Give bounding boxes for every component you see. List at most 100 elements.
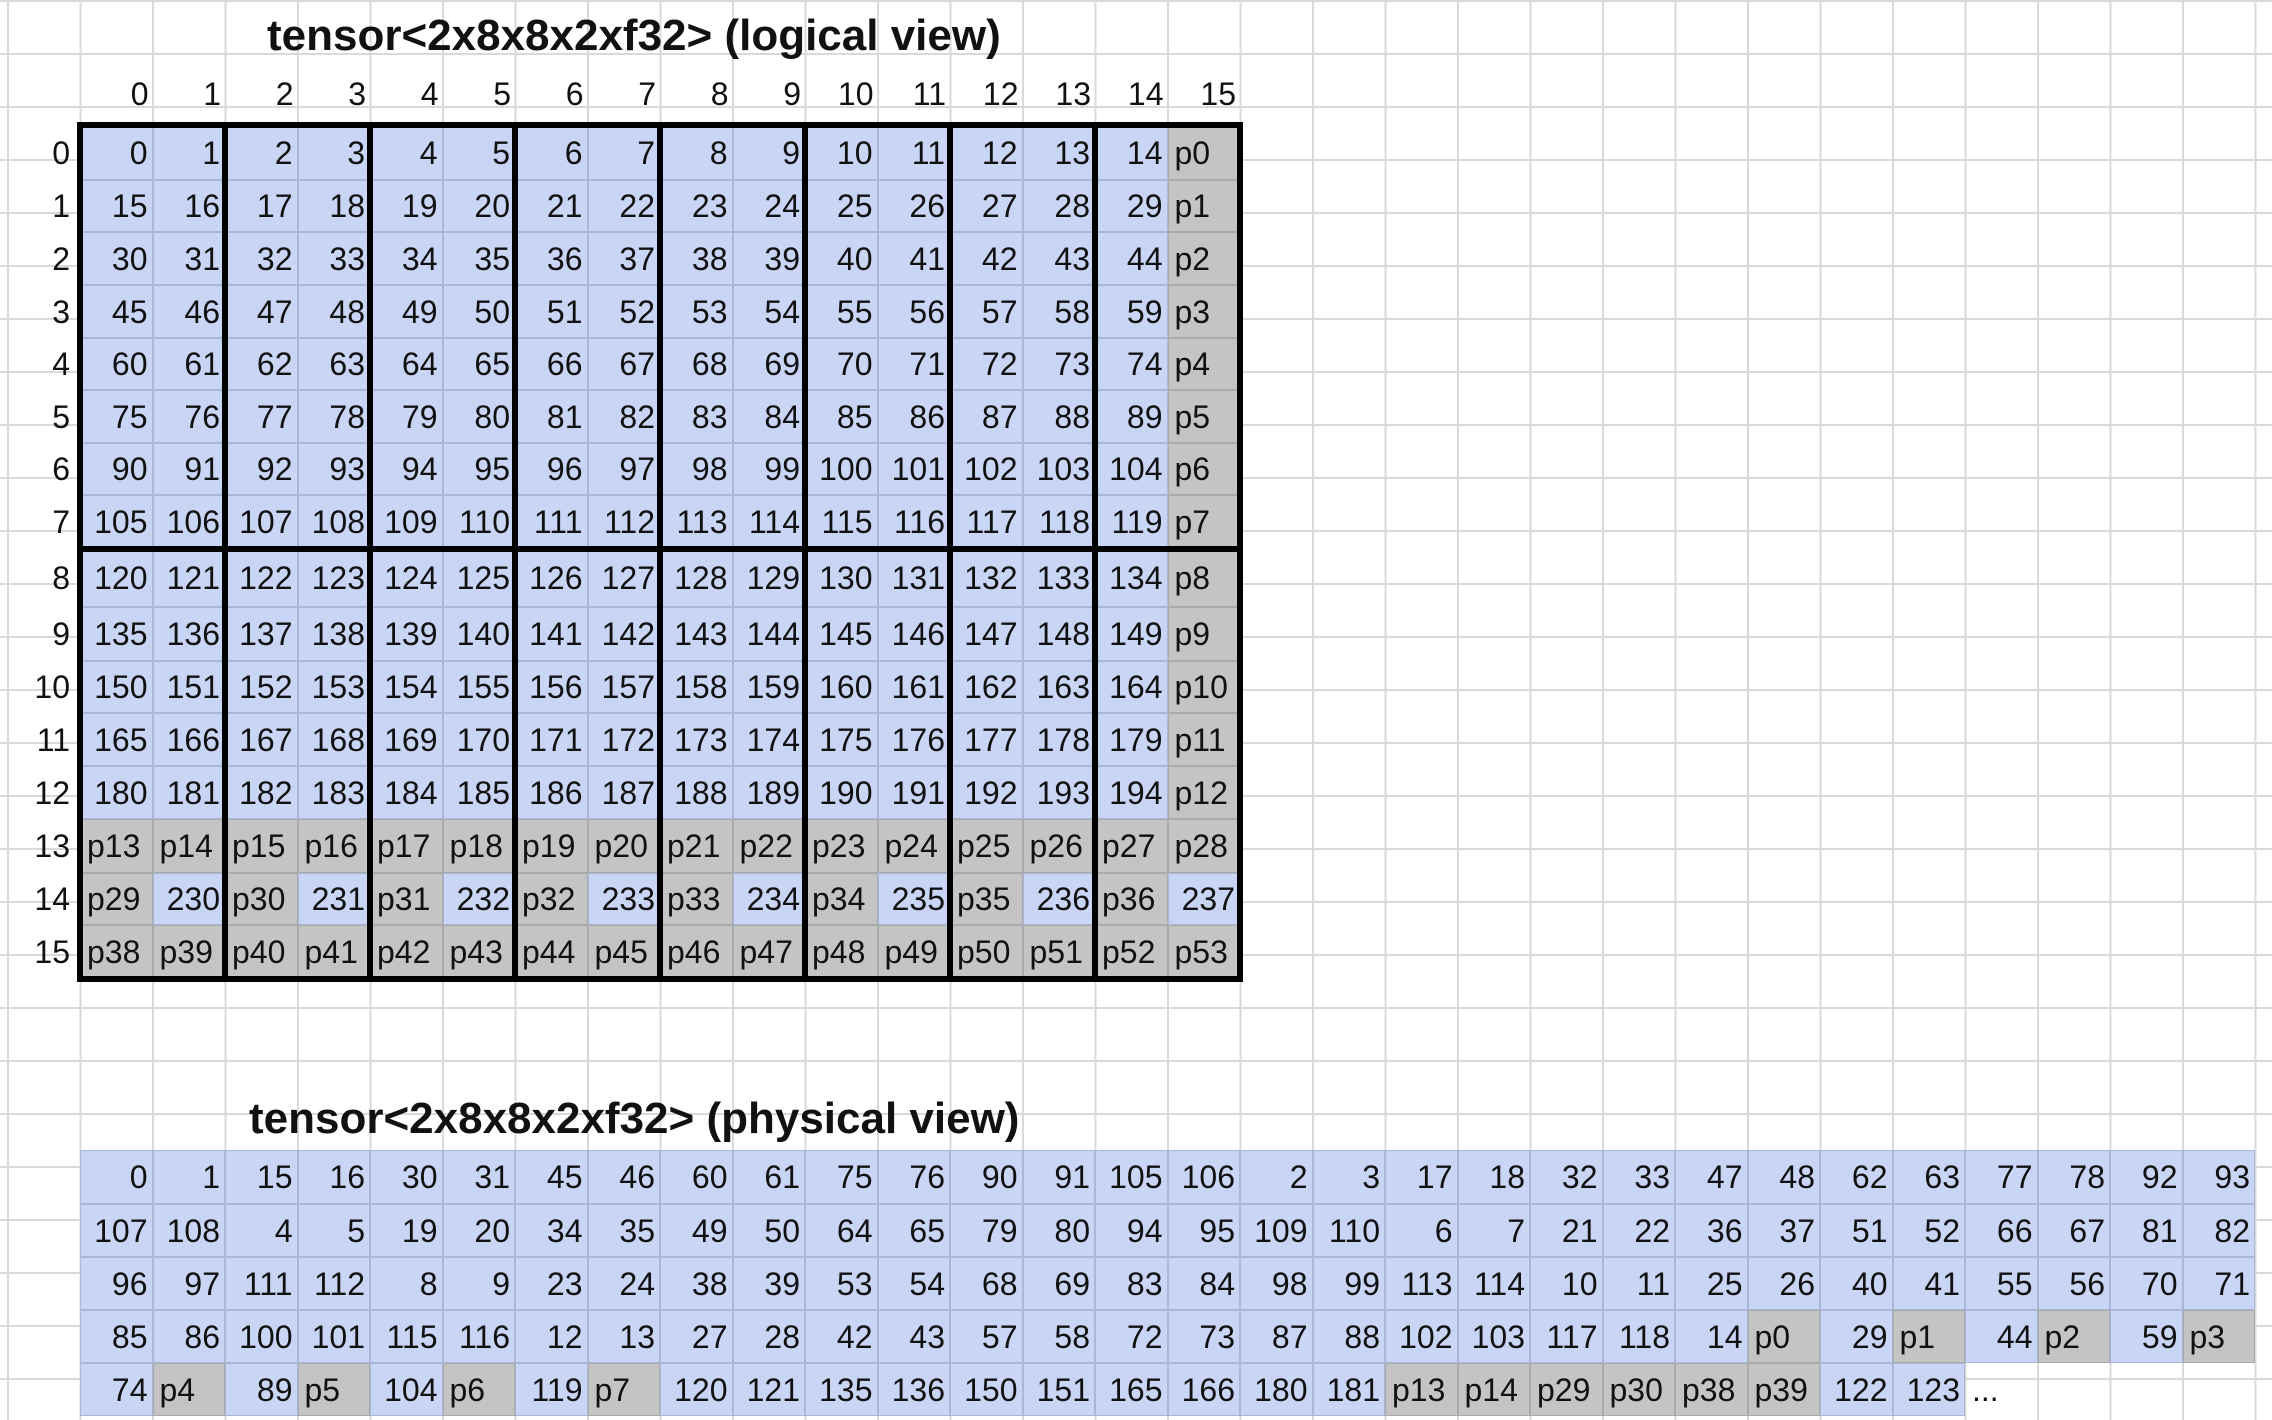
logical-cell: 194: [1095, 766, 1168, 819]
physical-cell: 21: [1530, 1204, 1603, 1257]
physical-cell: p30: [1602, 1363, 1675, 1416]
logical-cell: 66: [515, 338, 588, 390]
column-header: 15: [1200, 76, 1236, 112]
logical-cell: 77: [225, 390, 298, 443]
tile-border-horizontal: [77, 122, 1243, 128]
logical-cell: 53: [660, 285, 733, 338]
physical-cell: 83: [1095, 1257, 1168, 1310]
logical-cell: p33: [660, 873, 733, 925]
logical-cell: 123: [297, 549, 370, 607]
logical-cell: 128: [660, 549, 733, 607]
logical-cell: 152: [225, 661, 298, 713]
physical-cell: 41: [1892, 1257, 1965, 1310]
logical-cell: 113: [660, 495, 733, 549]
column-header: 8: [710, 76, 729, 112]
physical-cell: 57: [950, 1310, 1023, 1363]
physical-cell: 104: [370, 1363, 443, 1416]
logical-cell: 88: [1022, 390, 1095, 443]
logical-cell: 121: [152, 549, 225, 607]
physical-cell: 110: [1312, 1204, 1385, 1257]
logical-cell: 48: [297, 285, 370, 338]
physical-cell: 7: [1457, 1204, 1530, 1257]
logical-cell: 36: [515, 232, 588, 285]
logical-cell: 189: [732, 766, 805, 819]
logical-cell: 129: [732, 549, 805, 607]
physical-cell: 12: [515, 1310, 588, 1363]
logical-cell: p48: [805, 925, 878, 979]
logical-cell: 75: [80, 390, 153, 443]
logical-cell: 19: [370, 180, 443, 232]
logical-cell: 145: [805, 607, 878, 661]
row-header: 8: [52, 560, 70, 596]
column-header: 13: [1055, 76, 1091, 112]
tile-border-vertical: [222, 122, 228, 982]
logical-cell: p38: [80, 925, 153, 979]
logical-cell: p51: [1022, 925, 1095, 979]
logical-cell: 179: [1095, 713, 1168, 766]
logical-cell: 115: [805, 495, 878, 549]
logical-cell: 232: [442, 873, 515, 925]
logical-cell: 100: [805, 443, 878, 495]
column-header: 11: [912, 76, 946, 112]
physical-cell: 45: [515, 1150, 588, 1204]
logical-cell: p7: [1167, 495, 1240, 549]
logical-cell: p1: [1167, 180, 1240, 232]
row-header: 2: [52, 240, 70, 277]
physical-cell: 102: [1385, 1310, 1458, 1363]
row-header: 9: [52, 616, 70, 652]
physical-cell: 30: [370, 1150, 443, 1204]
physical-cell: 52: [1892, 1204, 1965, 1257]
physical-cell: 5: [297, 1204, 370, 1257]
logical-cell: p0: [1167, 125, 1240, 180]
logical-cell: 14: [1095, 125, 1168, 180]
logical-cell: 184: [370, 766, 443, 819]
logical-cell: p14: [152, 819, 225, 873]
logical-cell: 24: [732, 180, 805, 232]
logical-cell: 236: [1022, 873, 1095, 925]
physical-cell: 2: [1240, 1150, 1313, 1204]
physical-cell: 68: [950, 1257, 1023, 1310]
logical-cell: 72: [950, 338, 1023, 390]
physical-cell: 54: [877, 1257, 950, 1310]
logical-cell: 67: [587, 338, 660, 390]
physical-cell: 39: [732, 1257, 805, 1310]
logical-cell: 86: [877, 390, 950, 443]
logical-cell: 134: [1095, 549, 1168, 607]
physical-cell: 180: [1240, 1363, 1313, 1416]
logical-cell: 57: [950, 285, 1023, 338]
physical-cell: 136: [877, 1363, 950, 1416]
logical-cell: 174: [732, 713, 805, 766]
physical-cell: 86: [152, 1310, 225, 1363]
logical-cell: 27: [950, 180, 1023, 232]
logical-cell: 118: [1022, 495, 1095, 549]
logical-cell: 90: [80, 443, 153, 495]
logical-cell: 25: [805, 180, 878, 232]
logical-cell: p9: [1167, 607, 1240, 661]
logical-cell: p24: [877, 819, 950, 873]
physical-cell: 48: [1747, 1150, 1820, 1204]
row-header: 13: [34, 828, 70, 864]
physical-cell: 117: [1530, 1310, 1603, 1363]
logical-cell: 79: [370, 390, 443, 443]
physical-cell: 24: [587, 1257, 660, 1310]
physical-cell: 47: [1675, 1150, 1748, 1204]
physical-cell: p4: [152, 1363, 225, 1416]
logical-view-title: tensor<2x8x8x2xf32> (logical view): [267, 11, 1001, 60]
logical-cell: p12: [1167, 766, 1240, 819]
physical-cell: 58: [1022, 1310, 1095, 1363]
physical-cell: 96: [80, 1257, 153, 1310]
logical-cell: 160: [805, 661, 878, 713]
physical-cell: 9: [442, 1257, 515, 1310]
tile-border-vertical: [367, 122, 373, 982]
logical-cell: 142: [587, 607, 660, 661]
physical-cell: 151: [1022, 1363, 1095, 1416]
row-header: 4: [52, 346, 70, 382]
logical-cell: 163: [1022, 661, 1095, 713]
logical-cell: p32: [515, 873, 588, 925]
physical-cell: 14: [1675, 1310, 1748, 1363]
physical-cell: p38: [1675, 1363, 1748, 1416]
logical-cell: 133: [1022, 549, 1095, 607]
physical-cell: 72: [1095, 1310, 1168, 1363]
column-header: 10: [837, 76, 874, 112]
logical-cell: 159: [732, 661, 805, 713]
